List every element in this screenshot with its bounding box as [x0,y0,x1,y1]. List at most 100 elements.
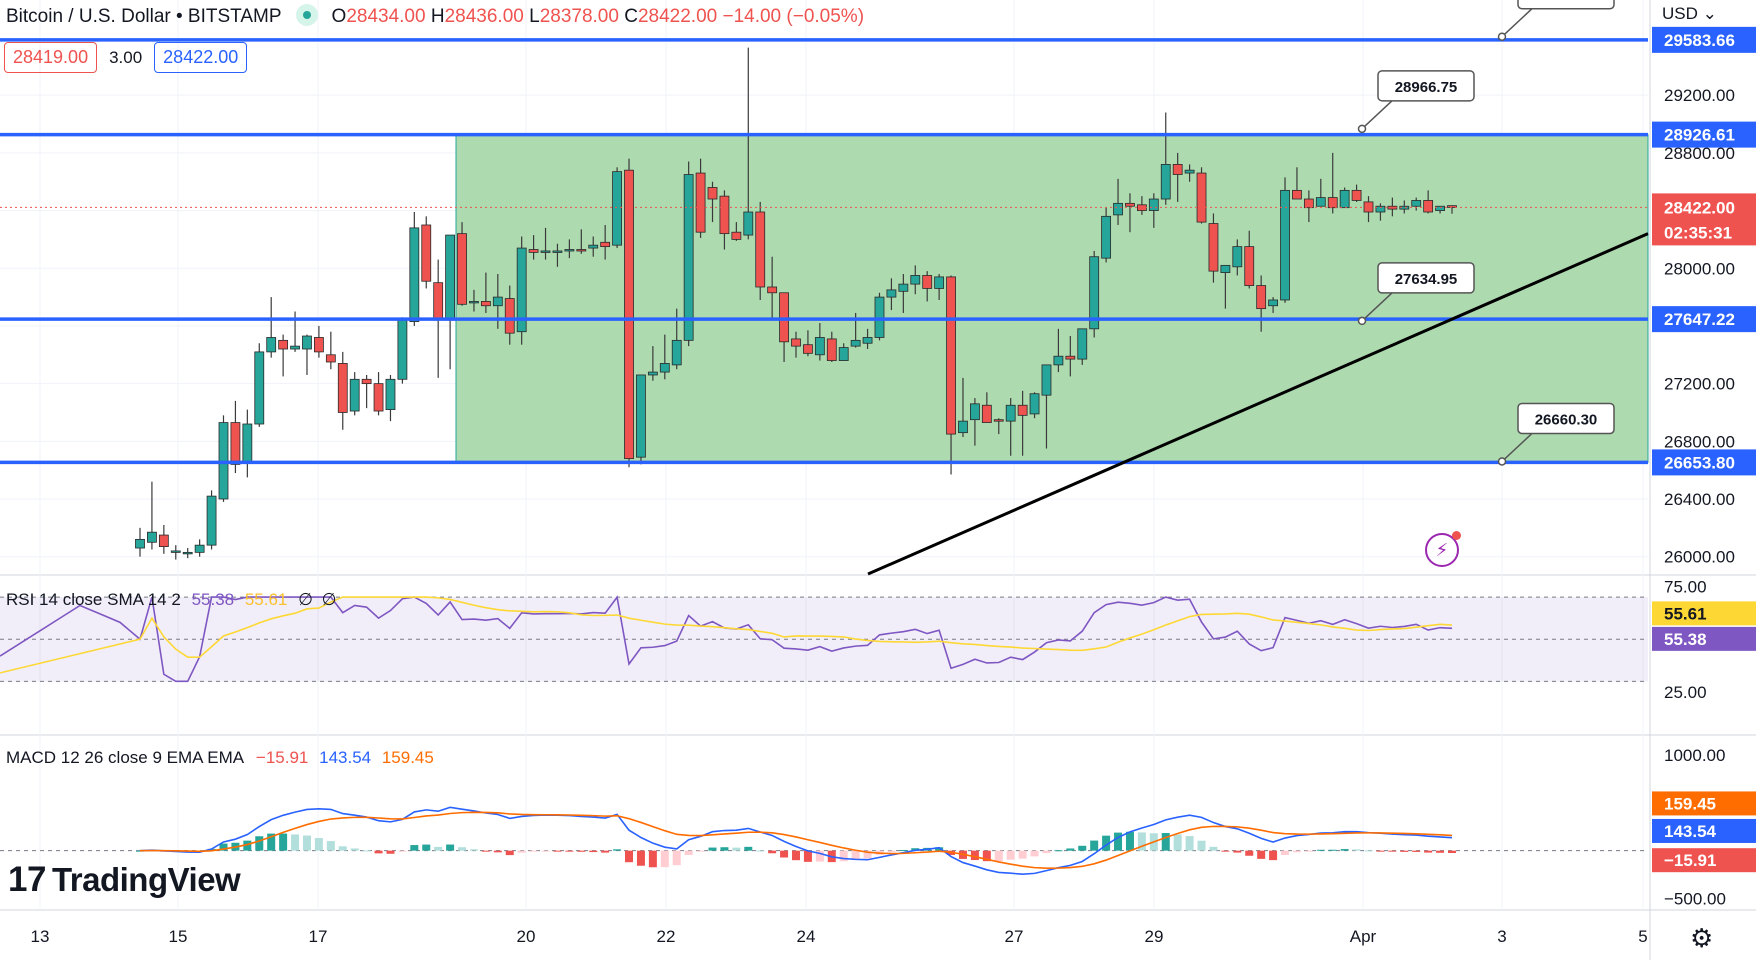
callout-label: 28966.75 [1395,79,1458,96]
candle [504,285,515,345]
tradingview-logo[interactable]: 17 TradingView [8,860,241,899]
ohlc-high: 28436.00 [444,6,524,28]
candle [791,331,801,358]
candle-body [1363,201,1374,213]
candle-body [1292,189,1302,200]
candle [266,297,277,358]
currency-selector[interactable]: USD ⌄ [1662,4,1717,23]
macd-hist-bar [660,850,669,868]
candle-body [564,249,575,252]
candle [135,527,145,557]
candle [886,278,897,311]
candle-body [1327,197,1338,209]
candle-body [1351,189,1362,201]
macd-hist-bar [1185,836,1194,851]
candle [1125,193,1135,233]
macd-hist-bar [1114,832,1123,851]
candle [981,392,992,423]
macd-hist-bar [577,850,586,852]
candle [1327,152,1338,214]
macd-hist-bar [1090,840,1099,851]
time-tick-label: 29 [1145,927,1164,946]
candle [540,227,551,260]
macd-hist-bar [684,850,693,855]
candle [958,377,968,437]
macd-line-legend: 143.54 [319,748,372,767]
macd-legend[interactable]: MACD 12 26 close 9 EMA EMA −15.91 143.54… [6,748,434,768]
candle-body [433,282,444,321]
candle-body [898,283,909,292]
macd-hist-bar [1233,850,1242,853]
candle [1268,297,1278,313]
macd-hist-bar [553,850,562,852]
candle-body [719,195,730,235]
macd-hist-bar [732,847,741,851]
candle-body [1399,205,1410,210]
candle-body [1172,164,1183,175]
lightning-alert-icon[interactable]: ⚡ [1425,531,1461,567]
rsi-axis: 75.00 25.00 55.61 55.38 [1652,578,1756,702]
candle-body [1268,299,1278,307]
candle [731,222,742,241]
time-axis: 13 15 17 20 22 24 27 29 Apr 3 5 [31,927,1648,946]
macd-axis-label: 143.54 [1664,822,1717,841]
candle [767,256,778,321]
level-axis-label: 27647.22 [1664,310,1735,329]
candle-body [1280,189,1290,301]
candle-body [1411,200,1422,207]
candle [1089,250,1100,338]
settings-gear-icon[interactable]: ⚙ [1690,923,1714,953]
candle [719,190,730,250]
time-tick-label: 20 [517,927,536,946]
ohlc-close: 28422.00 [637,6,718,28]
symbol-title[interactable]: Bitcoin / U.S. Dollar • BITSTAMP [6,6,282,28]
price-callout: 28966.75 [1357,70,1475,134]
candle [1160,112,1171,205]
candle [588,236,599,257]
level-axis-tag [1652,449,1756,476]
macd-hist-bar [1006,850,1015,860]
rsi-axis-label: 55.38 [1664,630,1707,649]
candle-body [1303,198,1314,209]
time-tick-label: 24 [797,927,816,946]
buy-button[interactable]: 28422.00 [154,42,248,73]
candle [707,181,718,223]
candle [576,229,587,254]
candle-body [409,227,420,323]
candle [1077,328,1088,365]
candle-body [862,337,873,344]
candle-body [576,249,587,252]
candle-body [1148,198,1159,211]
last-price-label: 28422.00 [1664,198,1735,217]
candle [457,222,467,306]
symbol-header: Bitcoin / U.S. Dollar • BITSTAMP O28434.0… [6,4,864,28]
candle-body [337,363,348,413]
candle-body [922,275,933,289]
macd-hist-bar [851,850,860,860]
candle-body [1101,215,1112,259]
candle-body [671,339,682,366]
macd-hist-bar [780,850,789,858]
candle-body [1232,246,1243,268]
candle [480,272,491,313]
candle-body [421,224,432,282]
rsi-legend[interactable]: RSI 14 close SMA 14 2 55.38 55.61 ∅ ∅ [6,590,336,610]
macd-hist-bar [1173,834,1182,851]
candle [147,481,157,550]
candle [934,274,945,300]
rsi-sma-axis-label: 55.61 [1664,604,1707,623]
macd-hist-bar [1340,849,1349,851]
candle [385,374,396,422]
candle-body [1435,205,1445,211]
macd-hist-bar [625,850,634,863]
sell-button[interactable]: 28419.00 [4,42,98,73]
macd-hist-bar [887,850,896,853]
candle-body [814,337,825,356]
callout-anchor [1357,316,1367,326]
candle-body [1005,404,1016,422]
candle-body [791,338,801,347]
candle [1292,167,1302,200]
candle-body [1089,256,1100,330]
macd-hist-bar [1316,849,1325,851]
